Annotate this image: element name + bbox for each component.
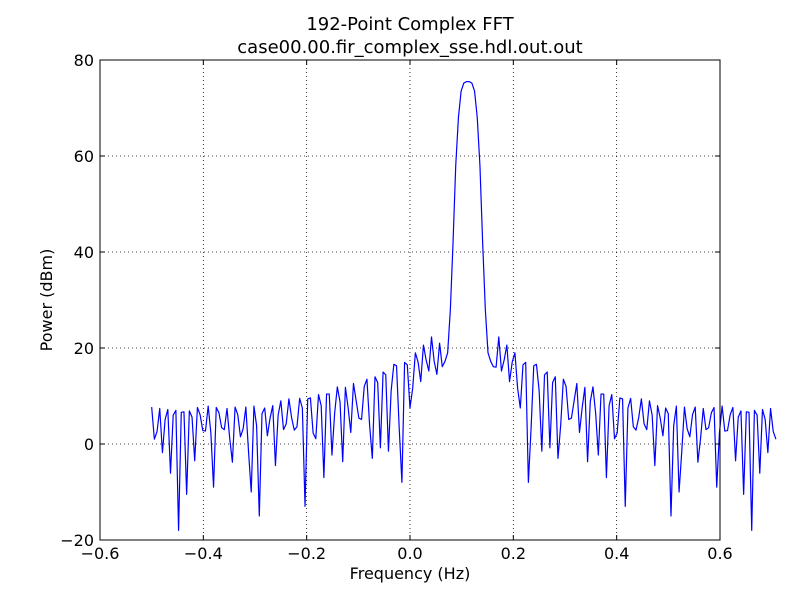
chart-subtitle: case00.00.fir_complex_sse.hdl.out.out bbox=[237, 37, 582, 58]
x-tick-labels: −0.6 −0.4 −0.2 0.0 0.2 0.4 0.6 bbox=[81, 544, 733, 563]
y-axis-label: Power (dBm) bbox=[37, 249, 56, 352]
plot-area bbox=[151, 80, 777, 532]
x-tick-label: 0.4 bbox=[604, 544, 629, 563]
x-tick-label: 0.0 bbox=[397, 544, 422, 563]
y-tick-labels: −20 0 20 40 60 80 bbox=[60, 51, 94, 550]
x-tick-label: −0.6 bbox=[81, 544, 120, 563]
y-tick-label: −20 bbox=[60, 531, 94, 550]
y-tick-label: 60 bbox=[74, 147, 94, 166]
x-tick-label: 0.2 bbox=[501, 544, 526, 563]
grid bbox=[100, 60, 720, 540]
y-tick-label: 40 bbox=[74, 243, 94, 262]
fft-power-line bbox=[151, 80, 777, 532]
x-axis-label: Frequency (Hz) bbox=[350, 564, 471, 583]
chart-title: 192-Point Complex FFT bbox=[306, 14, 514, 35]
x-tick-label: 0.6 bbox=[707, 544, 732, 563]
y-tick-label: 80 bbox=[74, 51, 94, 70]
y-tick-label: 20 bbox=[74, 339, 94, 358]
x-tick-label: −0.4 bbox=[184, 544, 223, 563]
y-tick-label: 0 bbox=[84, 435, 94, 454]
ticks bbox=[99, 59, 721, 541]
x-tick-label: −0.2 bbox=[287, 544, 326, 563]
